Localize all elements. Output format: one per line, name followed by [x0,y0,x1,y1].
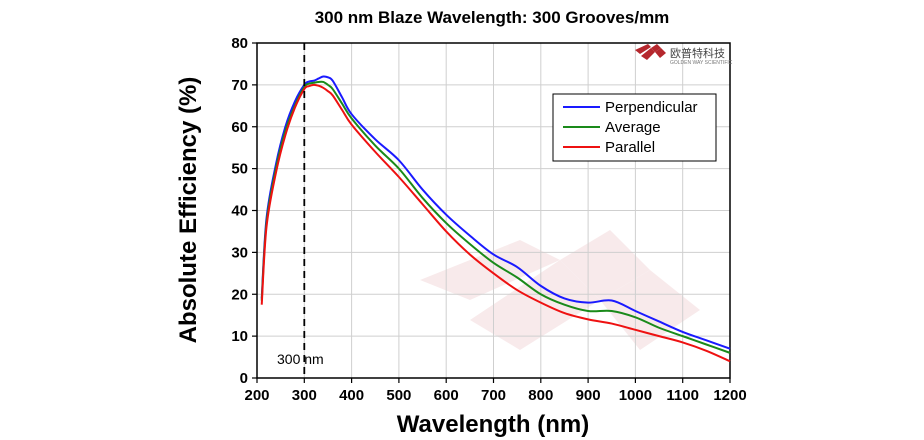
x-tick-label: 1100 [666,387,699,404]
x-tick-label: 700 [481,387,506,404]
y-tick-label: 70 [231,77,248,94]
x-tick-label: 300 [292,387,317,404]
x-tick-label: 200 [244,387,269,404]
reference-line-label: 300 nm [277,351,324,367]
y-tick-label: 20 [231,286,248,303]
x-tick-label: 1200 [713,387,746,404]
chart-title: 300 nm Blaze Wavelength: 300 Grooves/mm [315,8,670,27]
y-axis-title: Absolute Efficiency (%) [175,77,202,344]
series-line-parallel [260,83,731,363]
y-tick-label: 50 [231,161,248,178]
y-tick-label: 30 [231,244,248,261]
logo-mark-icon [635,44,666,60]
y-tick-label: 40 [231,203,248,220]
x-axis-title: Wavelength (nm) [397,411,589,438]
series-lines [260,75,731,363]
x-axis-ticks: 200 300 400 500 600 700 800 900 1000 1100 1200 [244,378,747,404]
watermark-logo [420,230,700,350]
legend-label-parallel: Parallel [605,139,655,156]
legend-label-perpendicular: Perpendicular [605,99,698,116]
y-axis-ticks: 0 10 20 30 40 50 60 70 80 [231,35,257,387]
x-tick-label: 500 [386,387,411,404]
y-tick-label: 60 [231,119,248,136]
y-tick-label: 80 [231,35,248,52]
company-logo: 欧普特科技 GOLDEN WAY SCIENTIFIC [635,44,733,66]
logo-subtext: GOLDEN WAY SCIENTIFIC [670,60,733,66]
x-tick-label: 800 [528,387,553,404]
legend: Perpendicular Average Parallel [552,93,717,162]
legend-label-average: Average [605,119,661,136]
y-tick-label: 10 [231,328,248,345]
x-tick-label: 1000 [619,387,652,404]
x-tick-label: 600 [434,387,459,404]
y-tick-label: 0 [240,370,248,387]
x-tick-label: 400 [339,387,364,404]
series-line-perpendicular [260,75,731,350]
x-tick-label: 900 [576,387,601,404]
series-line-average [260,80,731,354]
logo-text: 欧普特科技 [670,46,725,60]
